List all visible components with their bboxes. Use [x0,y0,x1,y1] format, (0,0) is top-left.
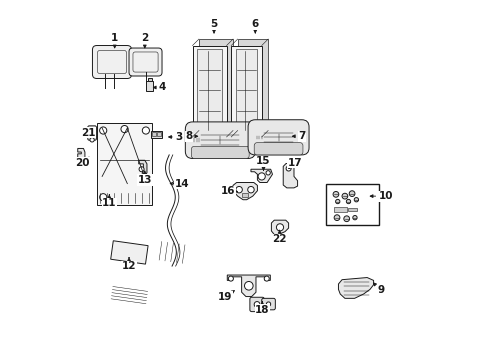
Bar [325,184,379,225]
Polygon shape [78,148,85,164]
Polygon shape [227,275,270,297]
Bar [196,49,222,132]
FancyBboxPatch shape [185,122,255,158]
Circle shape [100,127,106,134]
Text: 10: 10 [369,191,393,201]
Text: 7: 7 [292,131,305,141]
Polygon shape [250,169,272,183]
FancyBboxPatch shape [249,297,264,312]
Bar [146,81,153,91]
Circle shape [353,198,358,202]
Polygon shape [237,39,267,131]
Circle shape [244,282,253,290]
Text: 19: 19 [218,291,234,302]
Text: 18: 18 [255,301,269,315]
FancyBboxPatch shape [97,50,126,73]
Polygon shape [271,220,288,234]
FancyBboxPatch shape [247,120,308,155]
Text: 9: 9 [373,283,384,296]
Circle shape [139,167,144,172]
Circle shape [352,216,356,220]
FancyBboxPatch shape [92,45,131,78]
Circle shape [265,171,270,175]
FancyBboxPatch shape [88,126,96,140]
Polygon shape [231,45,261,137]
FancyBboxPatch shape [191,146,249,158]
Bar [147,78,152,81]
Bar [242,193,248,197]
Bar [151,131,162,138]
Circle shape [346,199,350,204]
Bar [152,132,156,136]
Text: 6: 6 [251,19,258,33]
Polygon shape [139,160,147,176]
Text: 16: 16 [221,186,237,197]
Bar [347,208,356,211]
Text: 3: 3 [168,132,183,142]
Circle shape [235,186,242,193]
Circle shape [341,193,347,199]
FancyBboxPatch shape [129,48,162,76]
Circle shape [247,186,254,193]
Polygon shape [283,163,297,188]
Circle shape [264,276,269,281]
FancyBboxPatch shape [254,143,303,155]
Bar [97,123,152,205]
Text: 11: 11 [102,195,116,208]
Circle shape [254,302,260,307]
Polygon shape [233,183,257,200]
Text: 1: 1 [111,33,118,48]
Text: 4: 4 [153,82,165,93]
Text: 2: 2 [141,33,148,48]
Circle shape [276,224,283,231]
Text: 15: 15 [256,156,270,170]
Polygon shape [192,45,226,137]
Circle shape [343,216,349,222]
FancyBboxPatch shape [133,52,158,72]
Circle shape [100,194,106,201]
Text: 12: 12 [122,258,136,271]
Circle shape [266,302,270,306]
Circle shape [228,276,233,281]
Text: 21: 21 [81,128,96,138]
Text: 13: 13 [137,171,152,185]
Circle shape [332,192,338,197]
Circle shape [333,215,339,221]
Circle shape [90,138,94,142]
Text: 5: 5 [210,19,217,33]
Bar [333,207,346,212]
Circle shape [285,166,290,171]
Polygon shape [199,39,233,131]
Text: 17: 17 [287,158,302,168]
Text: 22: 22 [272,230,286,244]
Circle shape [335,199,339,204]
Circle shape [121,126,128,133]
FancyBboxPatch shape [261,298,275,310]
Text: 20: 20 [75,157,89,168]
Bar [235,49,257,132]
Polygon shape [110,241,148,264]
Circle shape [258,173,265,180]
Text: 8: 8 [185,131,197,141]
Circle shape [348,191,354,197]
Circle shape [142,127,149,134]
Text: 14: 14 [173,179,189,189]
Polygon shape [338,278,373,298]
Bar [157,132,161,136]
